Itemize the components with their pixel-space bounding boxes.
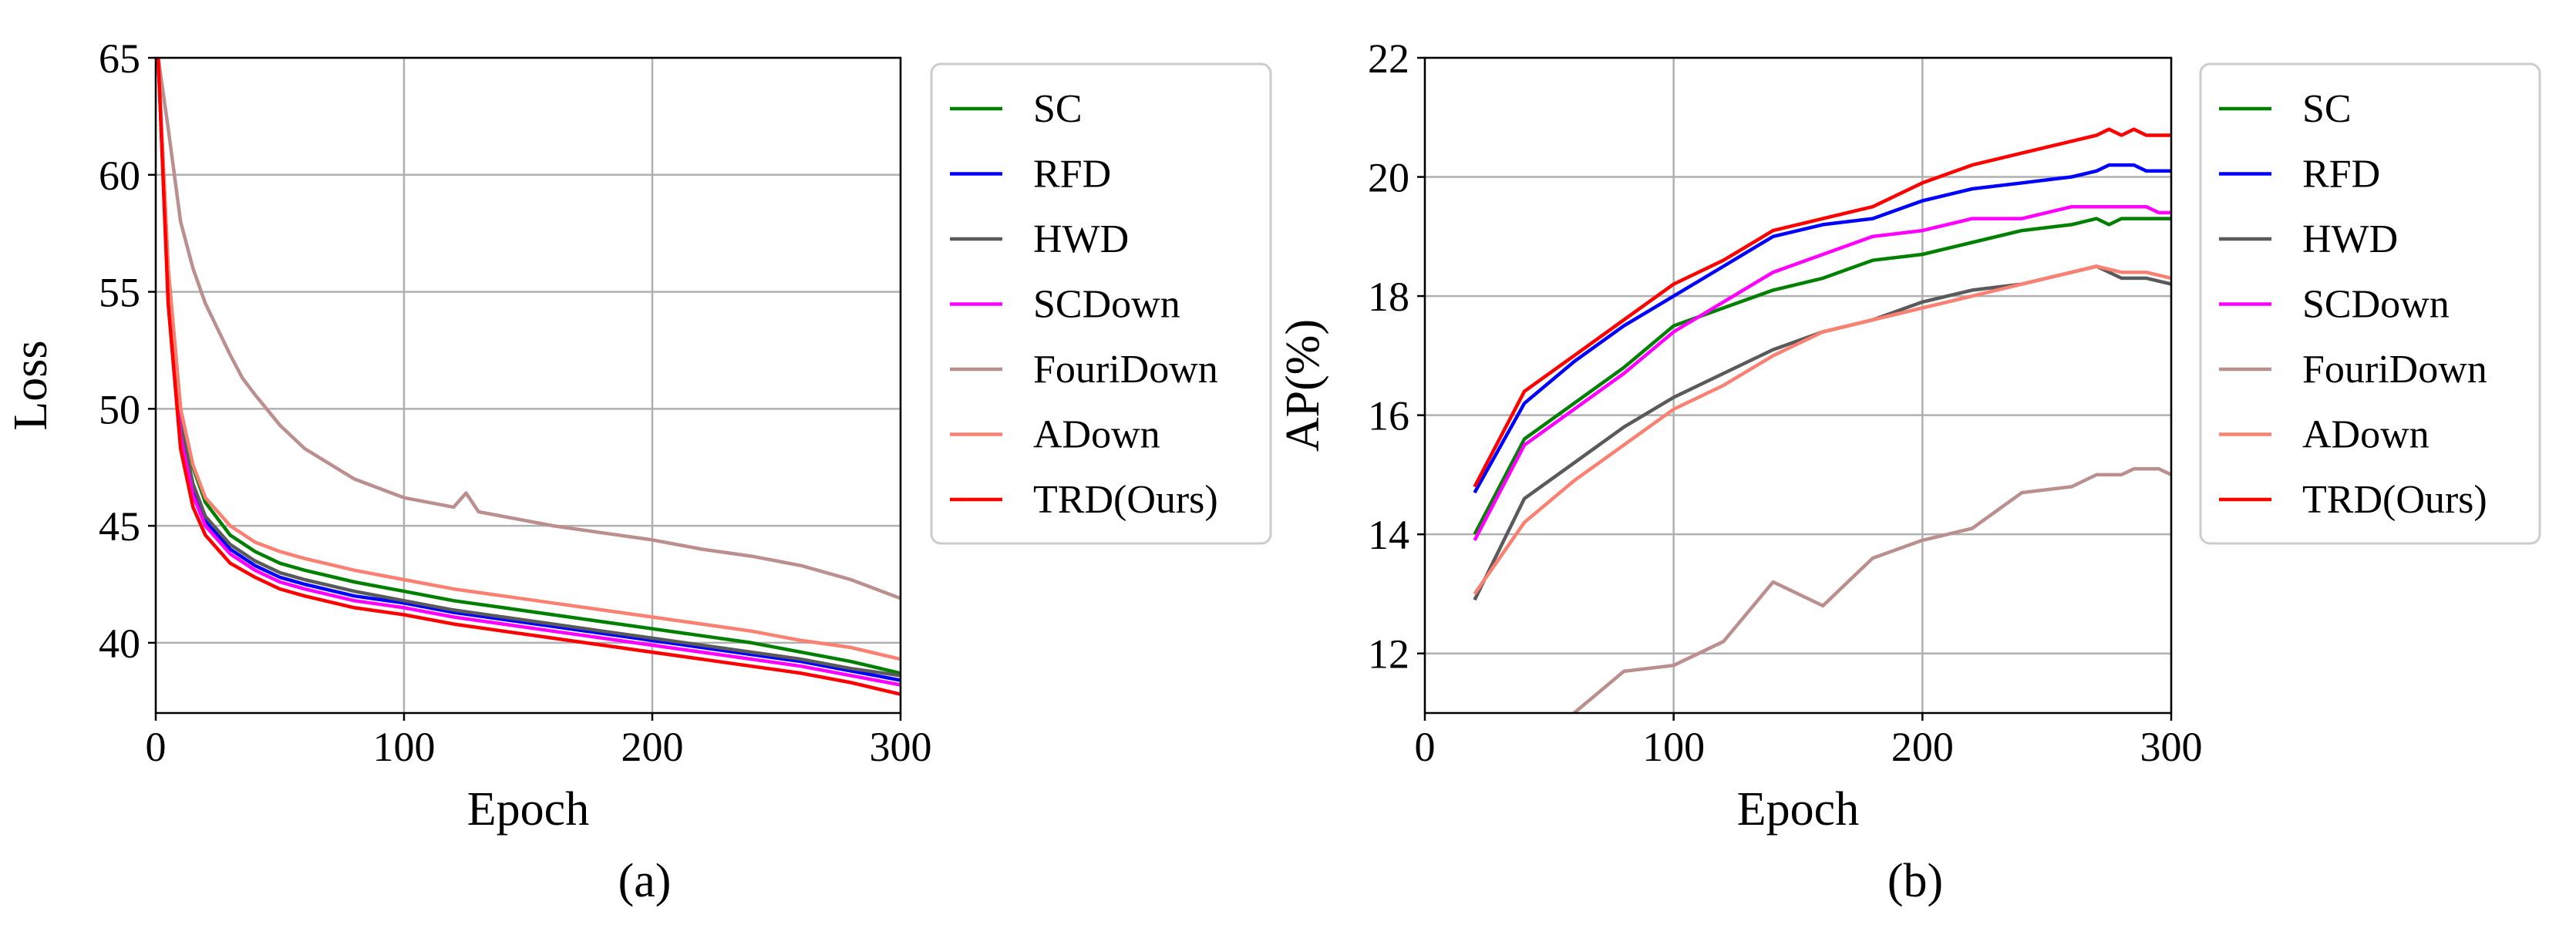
y-tick-label: 16 xyxy=(1368,393,1409,439)
legend-label: TRD(Ours) xyxy=(2302,478,2487,522)
x-tick-label: 100 xyxy=(373,724,436,770)
series-line-rfd xyxy=(1473,163,2171,494)
legend-label: HWD xyxy=(2302,217,2398,261)
x-tick-label: 200 xyxy=(621,724,684,770)
legend: SC RFD HWD SCDown FouriDown ADown TRD(Ours) xyxy=(930,62,1272,545)
x-tick-label: 300 xyxy=(2140,724,2203,770)
series-line-sc xyxy=(1473,217,2171,536)
legend-label: FouriDown xyxy=(1033,348,1218,392)
x-tick-label: 0 xyxy=(146,724,167,770)
y-tick-label: 18 xyxy=(1368,274,1409,320)
y-tick-label: 40 xyxy=(99,621,140,667)
y-tick-label: 12 xyxy=(1368,631,1409,678)
chart-panel-0: 0 100 200 300404550556065EpochLossSCRFDHWDS… xyxy=(5,35,1272,907)
legend-box xyxy=(2199,62,2541,545)
y-tick-label: 60 xyxy=(99,153,140,199)
y-tick-label: 14 xyxy=(1368,512,1409,558)
x-axis-label: Epoch xyxy=(467,783,589,836)
legend-label: SC xyxy=(1033,87,1083,131)
series-line-adown xyxy=(1473,264,2171,595)
legend: SC RFD HWD SCDown FouriDown ADown TRD(Ours) xyxy=(2199,62,2541,545)
y-tick-label: 20 xyxy=(1368,155,1409,201)
series-line-hwd xyxy=(156,58,901,678)
y-tick-label: 45 xyxy=(99,503,140,550)
legend-label: SCDown xyxy=(2302,283,2450,327)
legend-box xyxy=(930,62,1272,545)
x-tick-label: 0 xyxy=(1415,724,1436,770)
y-axis-label: Loss xyxy=(5,340,57,430)
legend-label: HWD xyxy=(1033,217,1129,261)
plot-frame xyxy=(1423,56,2173,715)
series-line-scdown xyxy=(156,58,901,687)
y-tick-label: 22 xyxy=(1368,35,1409,82)
x-tick-label: 200 xyxy=(1891,724,1954,770)
legend-label: RFD xyxy=(2302,153,2380,197)
legend-label: TRD(Ours) xyxy=(1033,478,1218,522)
legend-label: FouriDown xyxy=(2302,348,2487,392)
series-line-hwd xyxy=(1473,264,2171,601)
plot-frame xyxy=(154,56,902,715)
series-line-scdown xyxy=(1473,204,2171,541)
legend-label: ADown xyxy=(1033,413,1160,457)
series-line-fouridown xyxy=(156,58,901,600)
x-tick-label: 300 xyxy=(870,724,932,770)
subfigure-caption: (a) xyxy=(618,855,672,907)
chart-panel-1: 0 100 200 300 12 14 16 18 20 22 Epoch AP(%) SC RFD HWD… xyxy=(1277,35,2541,907)
series-line-fouridown xyxy=(1573,466,2171,713)
legend-label: SC xyxy=(2302,87,2352,131)
series-line-sc xyxy=(156,58,901,675)
y-axis-label: AP(%) xyxy=(1277,319,1329,452)
subfigure-caption: (b) xyxy=(1887,855,1943,907)
legend-label: SCDown xyxy=(1033,283,1180,327)
x-axis-label: Epoch xyxy=(1737,783,1859,836)
series-line-trd-ours xyxy=(1473,127,2171,488)
series-line-trd-ours xyxy=(156,58,901,696)
legend-label: RFD xyxy=(1033,153,1111,197)
y-tick-label: 50 xyxy=(99,386,140,432)
x-tick-label: 100 xyxy=(1642,724,1705,770)
y-tick-label: 55 xyxy=(99,270,140,316)
series-line-rfd xyxy=(156,58,901,682)
legend-label: ADown xyxy=(2302,413,2430,457)
series-line-adown xyxy=(156,58,901,661)
y-tick-label: 65 xyxy=(99,35,140,82)
